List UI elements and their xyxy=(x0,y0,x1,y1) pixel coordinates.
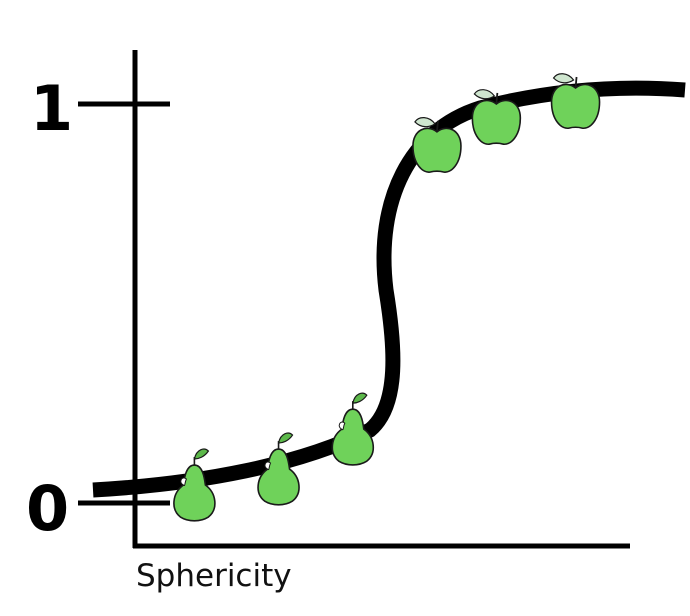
pear-icon xyxy=(257,432,300,506)
x-axis-label: Sphericity xyxy=(136,558,292,594)
pear-icon xyxy=(173,448,216,522)
apple-icon xyxy=(550,73,601,129)
pear-icon xyxy=(331,392,374,466)
apple-icon xyxy=(471,89,522,145)
y-tick-1-label: 1 xyxy=(30,72,73,145)
y-tick-0-label: 0 xyxy=(26,472,69,545)
logistic-curve xyxy=(92,80,686,498)
fruit-markers xyxy=(173,73,601,522)
axes: 1 0 Sphericity xyxy=(26,50,630,594)
apple-icon xyxy=(412,117,462,173)
